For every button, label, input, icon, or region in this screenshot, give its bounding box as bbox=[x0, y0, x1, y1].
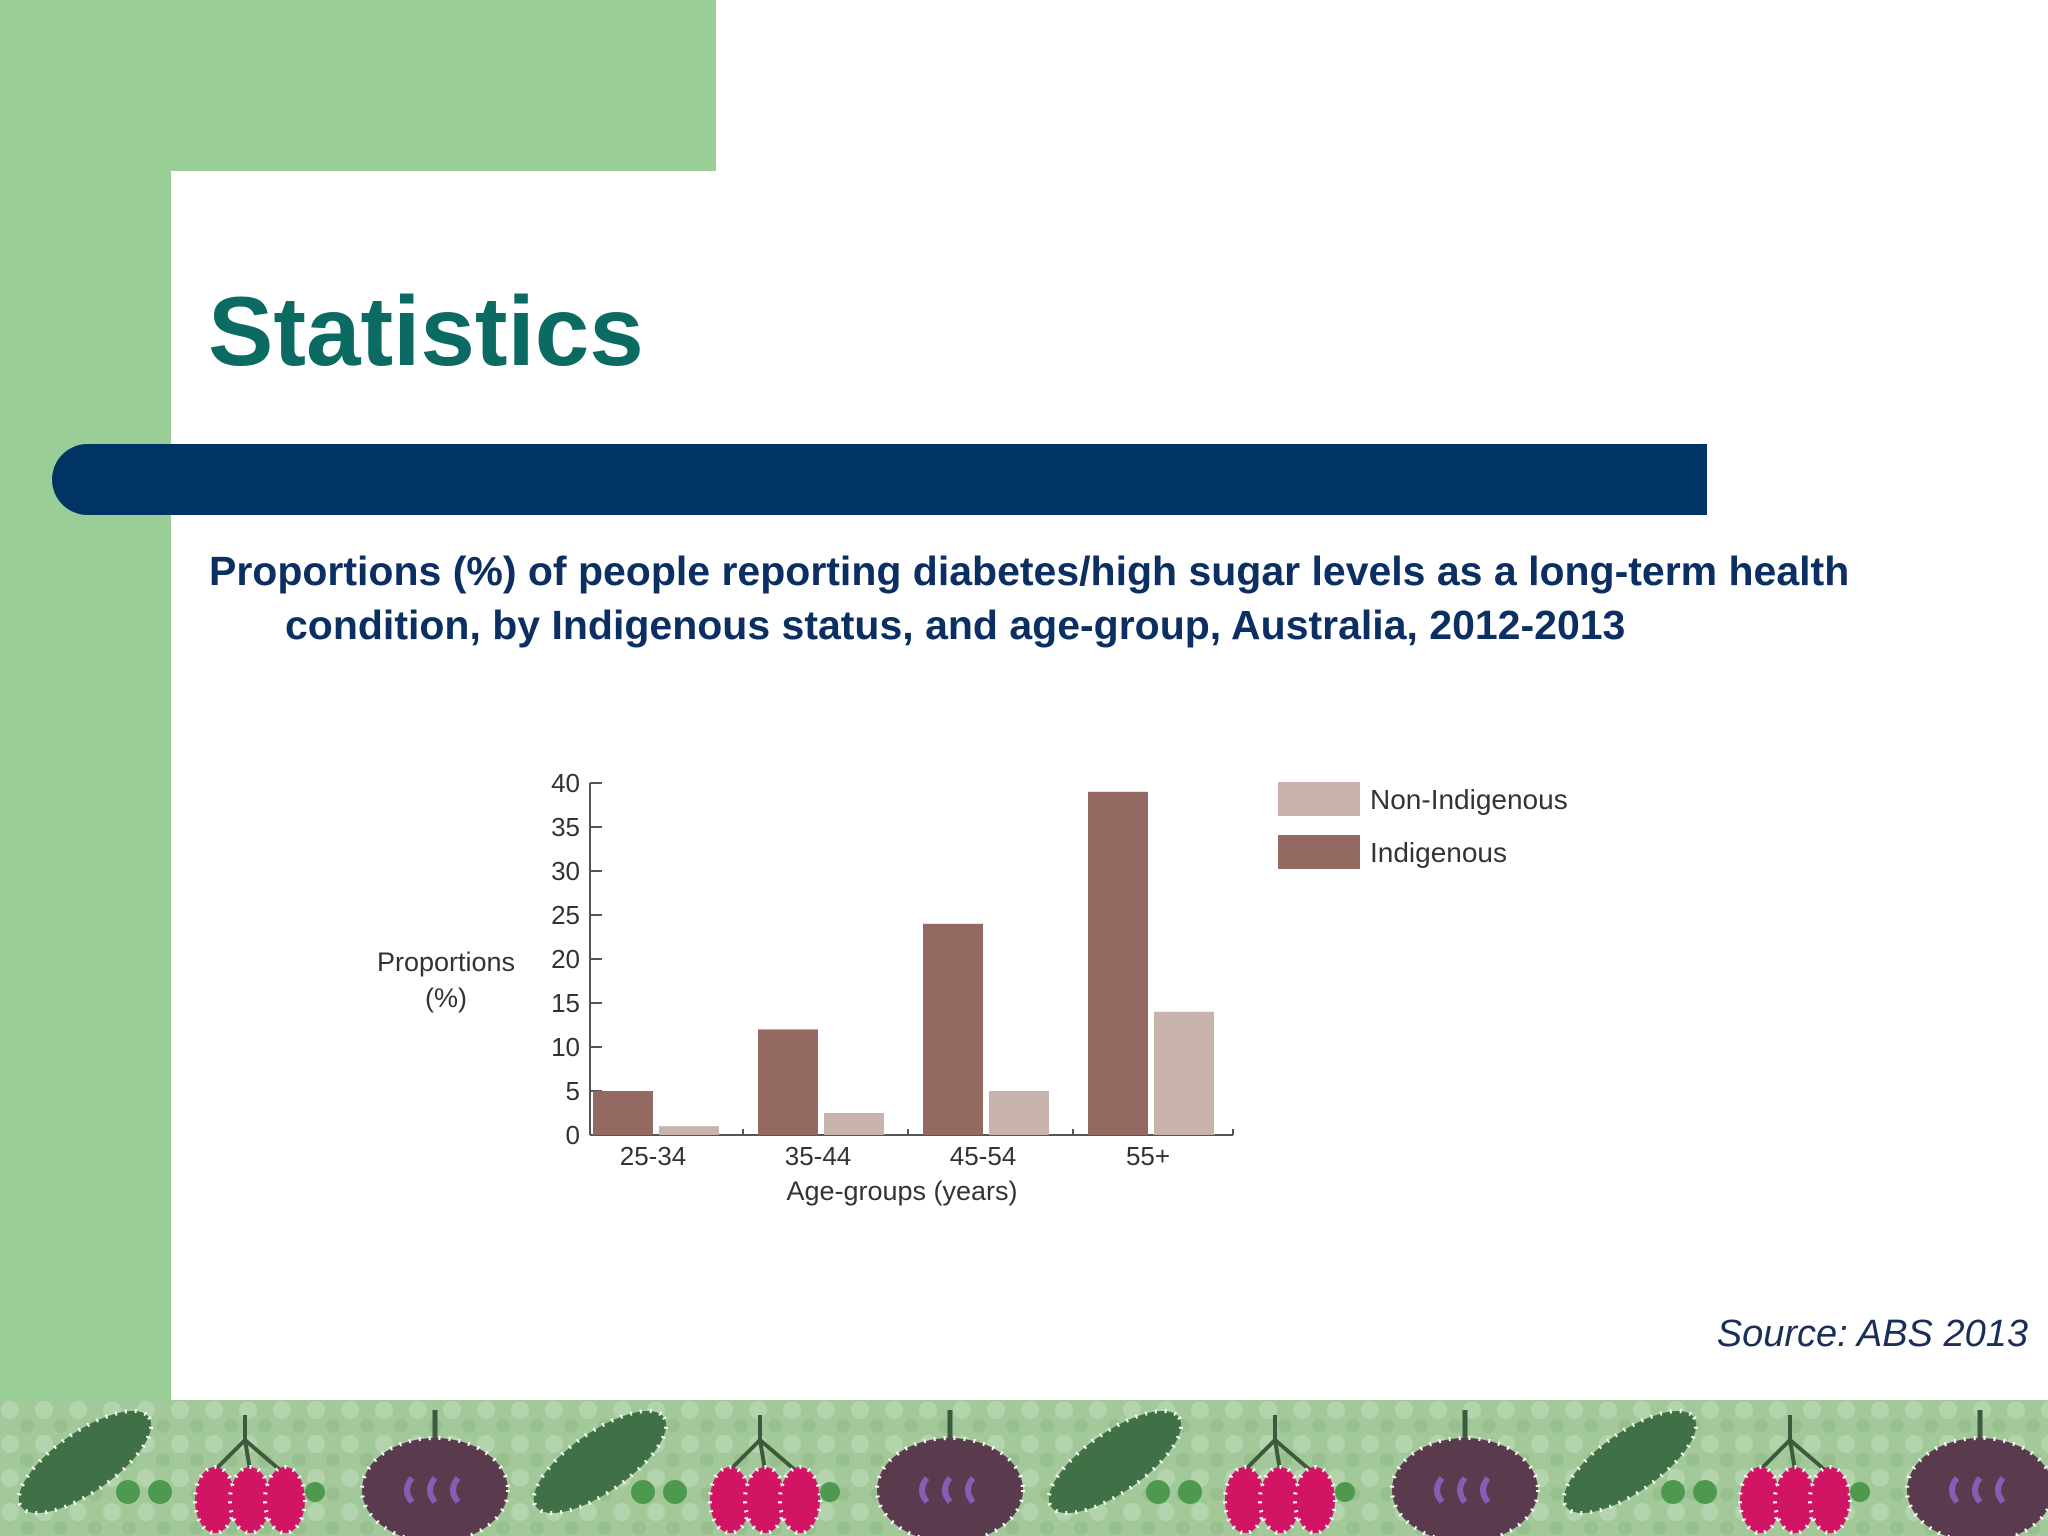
x-tick-label: 25-34 bbox=[620, 1141, 687, 1171]
bar-indigenous-45-54 bbox=[923, 923, 983, 1135]
chart-container: 0 5 10 15 20 25 30 35 40 Proportions (%) 25-34 35-44… bbox=[360, 760, 1640, 1220]
bar-non-indigenous-45-54 bbox=[989, 1091, 1049, 1135]
left-green-band bbox=[0, 0, 171, 1400]
bar-non-indigenous-55+ bbox=[1154, 1011, 1214, 1135]
chart-caption: Proportions (%) of people reporting diab… bbox=[209, 548, 1850, 648]
source-citation: Source: ABS 2013 bbox=[1716, 1313, 2028, 1355]
x-tick-label: 45-54 bbox=[950, 1141, 1017, 1171]
bar-indigenous-55+ bbox=[1088, 791, 1148, 1135]
y-tick-label: 0 bbox=[566, 1120, 580, 1150]
y-tick-label: 5 bbox=[566, 1076, 580, 1106]
x-tick-label: 35-44 bbox=[785, 1141, 852, 1171]
bar-chart: 0 5 10 15 20 25 30 35 40 Proportions (%) 25-34 35-44… bbox=[377, 768, 1568, 1206]
y-tick-label: 30 bbox=[551, 856, 580, 886]
bar-non-indigenous-35-44 bbox=[824, 1113, 884, 1135]
bar-non-indigenous-25-34 bbox=[659, 1126, 719, 1135]
bar-indigenous-35-44 bbox=[758, 1029, 818, 1135]
bar-indigenous-25-34 bbox=[593, 1091, 653, 1135]
title-divider-bar bbox=[52, 444, 1707, 515]
y-tick-label: 25 bbox=[551, 900, 580, 930]
legend-swatch-indigenous bbox=[1278, 835, 1360, 869]
legend-label: Indigenous bbox=[1370, 837, 1507, 868]
y-tick-label: 40 bbox=[551, 768, 580, 798]
y-tick-label: 10 bbox=[551, 1032, 580, 1062]
y-axis-label: Proportions bbox=[377, 947, 515, 977]
content-panel bbox=[171, 171, 2048, 1400]
x-tick-label: 55+ bbox=[1126, 1141, 1170, 1171]
y-axis-label: (%) bbox=[425, 983, 467, 1013]
y-tick-label: 20 bbox=[551, 944, 580, 974]
legend-swatch-non-indigenous bbox=[1278, 782, 1360, 816]
y-tick-label: 15 bbox=[551, 988, 580, 1018]
legend-label: Non-Indigenous bbox=[1370, 784, 1568, 815]
footer-pattern bbox=[0, 1400, 2048, 1536]
x-axis-label: Age-groups (years) bbox=[786, 1176, 1017, 1206]
slide-title: Statistics bbox=[208, 276, 644, 386]
decorative-footer bbox=[0, 1400, 2048, 1536]
top-green-band bbox=[0, 0, 716, 171]
y-tick-label: 35 bbox=[551, 812, 580, 842]
